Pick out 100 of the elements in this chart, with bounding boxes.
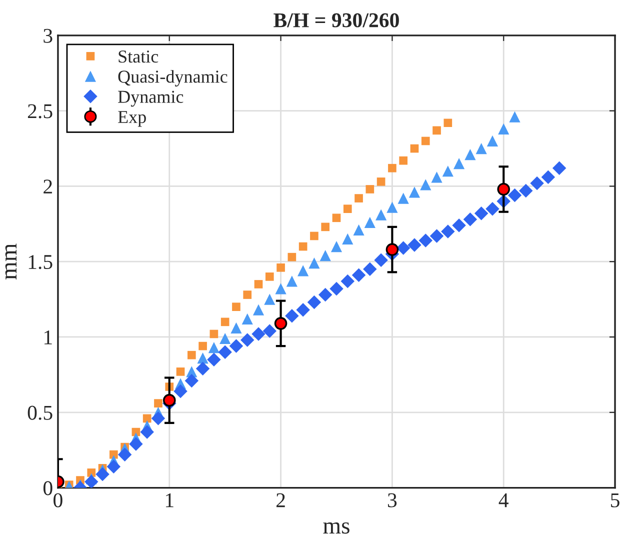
point (129, 437, 143, 451)
point (240, 333, 254, 347)
point (207, 352, 221, 366)
point (307, 295, 322, 310)
point (230, 322, 242, 334)
point (363, 262, 377, 276)
y-tick-label: 2 (44, 180, 52, 194)
point (340, 274, 355, 288)
point (444, 118, 452, 128)
point (196, 362, 210, 376)
y-tick-label: 1.5 (28, 255, 52, 270)
point (386, 202, 398, 213)
point (376, 178, 386, 186)
point (254, 280, 263, 288)
x-tick-label: 2 (276, 493, 285, 508)
point (220, 332, 231, 344)
point (140, 425, 154, 439)
point (497, 182, 510, 196)
point (408, 186, 420, 198)
point (420, 179, 432, 190)
point (376, 209, 387, 220)
point (298, 242, 308, 251)
point (432, 126, 441, 135)
y-tick-label: 1 (44, 330, 52, 344)
y-tick-label: 3 (44, 28, 52, 43)
point (106, 460, 121, 474)
point (410, 144, 419, 153)
y-axis-title: mm (5, 244, 16, 280)
point (298, 265, 309, 276)
point (388, 164, 396, 172)
point (442, 166, 454, 177)
point (474, 206, 488, 220)
point (320, 250, 331, 262)
point (352, 268, 366, 282)
point (252, 304, 264, 316)
point (262, 324, 277, 338)
point (366, 185, 374, 194)
point (509, 111, 520, 122)
point (452, 218, 466, 232)
point (342, 233, 354, 245)
point (463, 212, 478, 226)
point (274, 317, 288, 330)
point (242, 313, 253, 324)
point (142, 414, 152, 423)
point (229, 339, 244, 353)
point (330, 240, 342, 252)
point (332, 214, 341, 222)
point (386, 243, 399, 256)
point (399, 156, 408, 165)
point (519, 184, 533, 198)
point (343, 204, 352, 213)
chart-title: B/H = 930/260 (274, 13, 399, 28)
point (286, 276, 298, 287)
point (151, 412, 166, 426)
point (418, 234, 432, 248)
point (198, 342, 207, 350)
point (296, 302, 310, 317)
legend-label: Static (118, 50, 158, 63)
point (197, 352, 208, 364)
point (374, 253, 388, 267)
y-tick-label: 0 (43, 481, 52, 496)
point (96, 467, 110, 482)
point (398, 192, 409, 204)
point (476, 142, 487, 154)
point (430, 229, 444, 243)
point (218, 345, 232, 359)
point (308, 258, 320, 269)
point (210, 330, 218, 338)
point (508, 188, 522, 202)
y-tick-label: 0.5 (28, 406, 52, 420)
point (486, 202, 500, 216)
point (453, 158, 465, 170)
point (208, 342, 220, 354)
point (486, 135, 498, 147)
point (174, 384, 188, 398)
point (275, 283, 286, 294)
point (431, 172, 442, 183)
point (118, 448, 132, 462)
point (318, 288, 332, 302)
point (285, 309, 299, 323)
x-tick-label: 4 (498, 493, 508, 508)
point (541, 170, 556, 184)
point (184, 374, 199, 388)
point (530, 176, 544, 190)
legend-label: Exp (118, 111, 146, 127)
legend-label: Dynamic (118, 90, 184, 107)
point (408, 238, 422, 252)
point (154, 399, 162, 408)
point (220, 318, 230, 326)
point (396, 241, 410, 255)
x-tick-label: 3 (388, 493, 397, 508)
point (264, 294, 276, 305)
point (310, 232, 318, 240)
point (353, 224, 364, 236)
point (288, 252, 296, 262)
point (330, 282, 344, 296)
x-tick-label: 1 (166, 493, 174, 508)
point (176, 368, 185, 376)
point (187, 350, 196, 360)
x-tick-label: 0 (54, 493, 62, 508)
